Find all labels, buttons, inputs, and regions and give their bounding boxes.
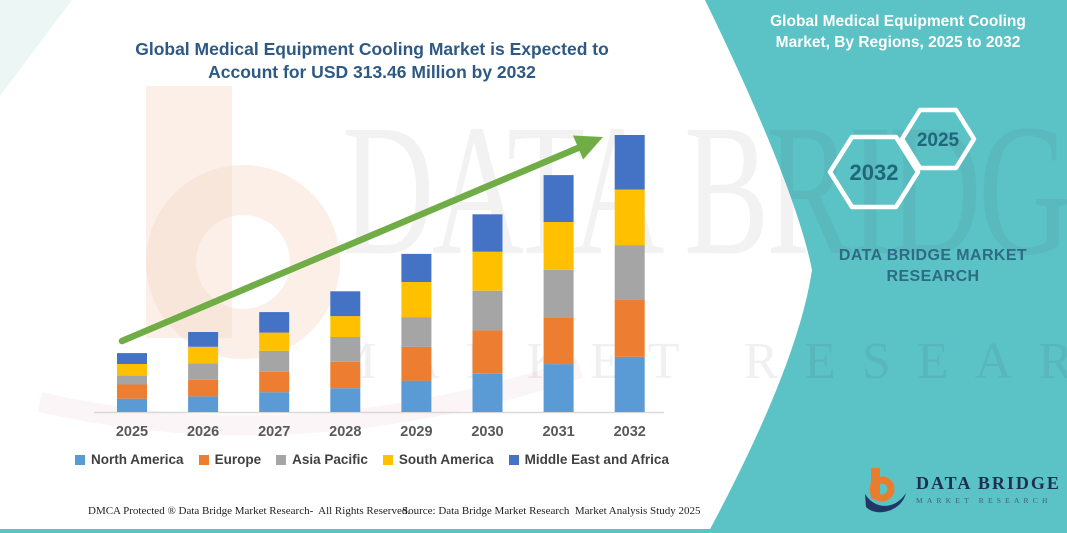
bar-segment-2026-europe bbox=[188, 379, 219, 397]
bar-segment-2027-asia-pacific bbox=[259, 350, 290, 372]
x-axis-label-2027: 2027 bbox=[258, 424, 290, 440]
bar-segment-2025-middle-east-and-africa bbox=[117, 353, 147, 364]
bar-segment-2030-europe bbox=[472, 330, 503, 374]
bar-segment-2027-south-america bbox=[259, 332, 290, 351]
bar-segment-2025-north-america bbox=[117, 398, 147, 412]
hexagon-2025 bbox=[899, 107, 977, 171]
bar-segment-2026-south-america bbox=[188, 346, 219, 364]
data-bridge-logo-icon bbox=[865, 468, 906, 513]
bar-segment-2027-north-america bbox=[259, 392, 290, 412]
bar-segment-2028-europe bbox=[330, 361, 361, 389]
trend-arrow bbox=[118, 135, 603, 345]
bar-segment-2032-south-america bbox=[614, 189, 645, 246]
x-axis-label-2028: 2028 bbox=[329, 424, 361, 440]
bottom-accent-strip bbox=[0, 529, 1067, 533]
bar-segment-2026-north-america bbox=[188, 396, 219, 412]
legend-label: South America bbox=[398, 452, 494, 467]
legend-label: Asia Pacific bbox=[292, 452, 368, 467]
bar-segment-2026-asia-pacific bbox=[188, 363, 219, 380]
bar-segment-2028-north-america bbox=[330, 388, 361, 412]
hexagon-2025-label: 2025 bbox=[917, 130, 960, 151]
bar-segment-2032-europe bbox=[614, 299, 645, 357]
bar-segment-2029-south-america bbox=[401, 282, 432, 318]
x-axis-labels: 2025 2026 2027 2028 2029 2030 2031 2032 bbox=[116, 424, 646, 440]
x-axis-label-2026: 2026 bbox=[187, 424, 219, 440]
brand-text: DATA BRIDGE MARKET RESEARCH bbox=[813, 245, 1053, 287]
logo-subtitle: MARKET RESEARCH bbox=[916, 496, 1052, 505]
bar-segment-2027-middle-east-and-africa bbox=[259, 312, 290, 333]
chart-title: Global Medical Equipment Cooling Market … bbox=[82, 38, 662, 84]
bar-segment-2026-middle-east-and-africa bbox=[188, 332, 219, 347]
bar-segment-2028-asia-pacific bbox=[330, 337, 361, 362]
bar-segment-2029-asia-pacific bbox=[401, 317, 432, 347]
bar-segment-2029-north-america bbox=[401, 380, 432, 412]
legend-label: Middle East and Africa bbox=[524, 452, 669, 467]
legend-marker-icon bbox=[382, 454, 393, 465]
panel-title-line2: Market, By Regions, 2025 to 2032 bbox=[775, 34, 1021, 52]
logo-name: DATA BRIDGE bbox=[916, 473, 1061, 493]
x-axis-label-2029: 2029 bbox=[400, 424, 432, 440]
chart-legend: North America Europe Asia Pacific South Ame… bbox=[60, 452, 684, 467]
bar-segment-2030-south-america bbox=[472, 251, 503, 291]
bar-segment-2031-middle-east-and-africa bbox=[543, 175, 574, 222]
bar-segment-2031-south-america bbox=[543, 222, 574, 270]
legend-label: Europe bbox=[214, 452, 262, 467]
legend-item-europe: Europe bbox=[198, 452, 262, 467]
x-axis-label-2030: 2030 bbox=[471, 424, 503, 440]
panel-title: Global Medical Equipment Cooling Market,… bbox=[738, 11, 1058, 54]
legend-item-middle-east-and-africa: Middle East and Africa bbox=[508, 452, 669, 467]
legend-item-north-america: North America bbox=[75, 452, 184, 467]
legend-marker-icon bbox=[276, 454, 287, 465]
chart-title-line1: Global Medical Equipment Cooling Market … bbox=[135, 39, 609, 59]
x-axis-label-2031: 2031 bbox=[542, 424, 574, 440]
bar-segment-2025-south-america bbox=[117, 364, 147, 376]
bar-segment-2030-middle-east-and-africa bbox=[472, 214, 503, 252]
bar-segment-2030-asia-pacific bbox=[472, 290, 503, 331]
stacked-bar-chart: 2025 2026 2027 2028 2029 2030 2031 2032 bbox=[94, 135, 664, 440]
bar-segment-2032-middle-east-and-africa bbox=[614, 135, 645, 190]
legend-marker-icon bbox=[198, 454, 209, 465]
bar-segment-2028-south-america bbox=[330, 316, 361, 337]
panel-title-line1: Global Medical Equipment Cooling bbox=[770, 13, 1026, 30]
dmca-text: DMCA Protected ® Data Bridge Market Rese… bbox=[88, 505, 411, 517]
bars-group bbox=[117, 135, 645, 412]
hexagon-2032 bbox=[827, 134, 921, 210]
x-axis-label-2025: 2025 bbox=[116, 424, 148, 440]
bar-segment-2030-north-america bbox=[472, 373, 503, 412]
bar-segment-2032-asia-pacific bbox=[614, 245, 645, 300]
bar-segment-2029-middle-east-and-africa bbox=[401, 253, 432, 282]
chart-title-line2: Account for USD 313.46 Million by 2032 bbox=[208, 62, 536, 83]
bar-segment-2027-europe bbox=[259, 371, 290, 393]
x-axis-label-2032: 2032 bbox=[614, 424, 646, 440]
bar-segment-2031-asia-pacific bbox=[543, 269, 574, 318]
bar-segment-2032-north-america bbox=[614, 356, 645, 412]
brand-text-line1: DATA BRIDGE MARKET bbox=[838, 247, 1028, 264]
bar-segment-2025-europe bbox=[117, 384, 147, 399]
bar-segment-2029-europe bbox=[401, 346, 432, 381]
bar-segment-2025-asia-pacific bbox=[117, 375, 147, 385]
legend-marker-icon bbox=[75, 454, 86, 465]
bar-segment-2031-north-america bbox=[543, 364, 574, 412]
legend-item-asia-pacific: Asia Pacific bbox=[276, 452, 368, 467]
legend-marker-icon bbox=[508, 454, 519, 465]
brand-text-line2: RESEARCH bbox=[886, 268, 980, 286]
data-bridge-logo: DATA BRIDGE MARKET RESEARCH bbox=[864, 466, 1061, 516]
logo-words: DATA BRIDGE MARKET RESEARCH bbox=[916, 466, 1061, 505]
hexagon-2032-label: 2032 bbox=[850, 160, 899, 185]
bar-segment-2031-europe bbox=[543, 317, 574, 365]
source-text: Source: Data Bridge Market Research Mark… bbox=[402, 505, 701, 517]
legend-label: North America bbox=[91, 452, 184, 467]
legend-item-south-america: South America bbox=[382, 452, 494, 467]
bar-segment-2028-middle-east-and-africa bbox=[330, 291, 361, 317]
